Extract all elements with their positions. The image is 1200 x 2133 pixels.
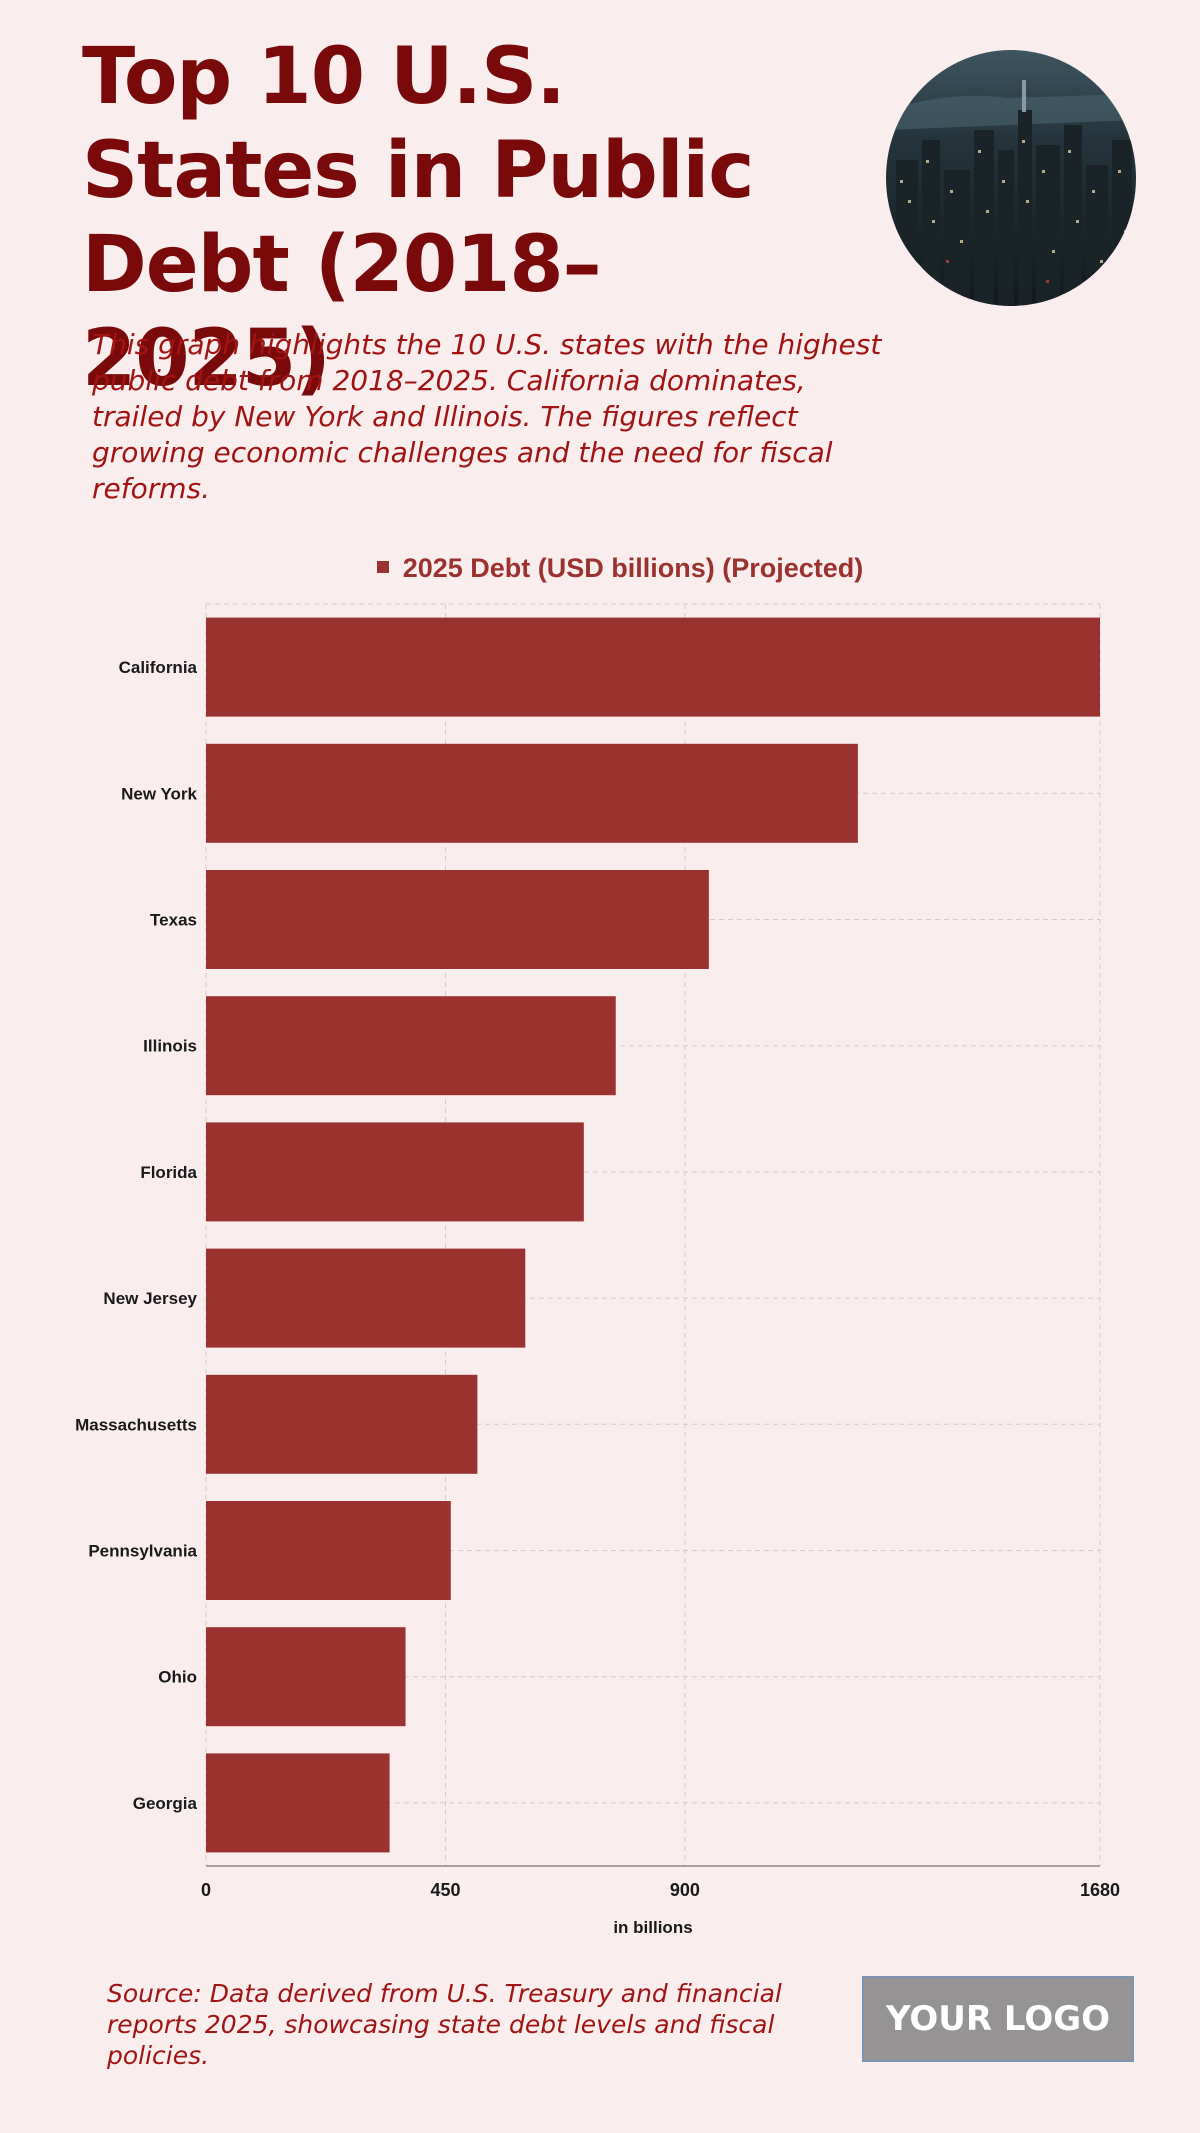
category-label: New Jersey xyxy=(103,1289,197,1308)
category-label: Florida xyxy=(140,1163,197,1182)
bar xyxy=(206,870,709,969)
category-label: Texas xyxy=(150,911,197,930)
bar xyxy=(206,617,1100,717)
x-tick-label: 0 xyxy=(201,1880,211,1900)
bar xyxy=(206,1248,526,1348)
x-tick-label: 1680 xyxy=(1080,1880,1120,1900)
category-label: Pennsylvania xyxy=(88,1542,197,1561)
category-label: Massachusetts xyxy=(75,1415,197,1434)
legend-label: 2025 Debt (USD billions) (Projected) xyxy=(402,553,864,583)
bar xyxy=(206,996,616,1096)
bar xyxy=(206,1501,451,1600)
logo-placeholder: YOUR LOGO xyxy=(862,1976,1134,2062)
source-note: Source: Data derived from U.S. Treasury … xyxy=(107,1979,782,2070)
category-label: Georgia xyxy=(133,1794,198,1813)
page-title: Top 10 U.S. States in Public Debt (2018–… xyxy=(82,32,755,404)
category-label: New York xyxy=(121,784,197,803)
bar xyxy=(206,743,858,843)
x-tick-label: 450 xyxy=(430,1880,460,1900)
bar xyxy=(206,1374,478,1474)
bar xyxy=(206,1122,584,1222)
category-label: Illinois xyxy=(143,1037,197,1056)
chart-legend: 2025 Debt (USD billions) (Projected) xyxy=(0,553,1200,584)
legend-swatch xyxy=(376,560,389,573)
bar-chart: California New York Texas Illinois Florida Ne… xyxy=(75,603,1120,1937)
category-label: Ohio xyxy=(158,1668,197,1687)
x-tick-label: 900 xyxy=(670,1880,700,1900)
x-axis-label: in billions xyxy=(613,1918,692,1937)
bar xyxy=(206,1627,406,1727)
category-label: California xyxy=(119,658,198,677)
chart-description: This graph highlights the 10 U.S. states… xyxy=(92,328,882,505)
city-skyline-photo xyxy=(886,50,1136,306)
bar xyxy=(206,1753,390,1853)
